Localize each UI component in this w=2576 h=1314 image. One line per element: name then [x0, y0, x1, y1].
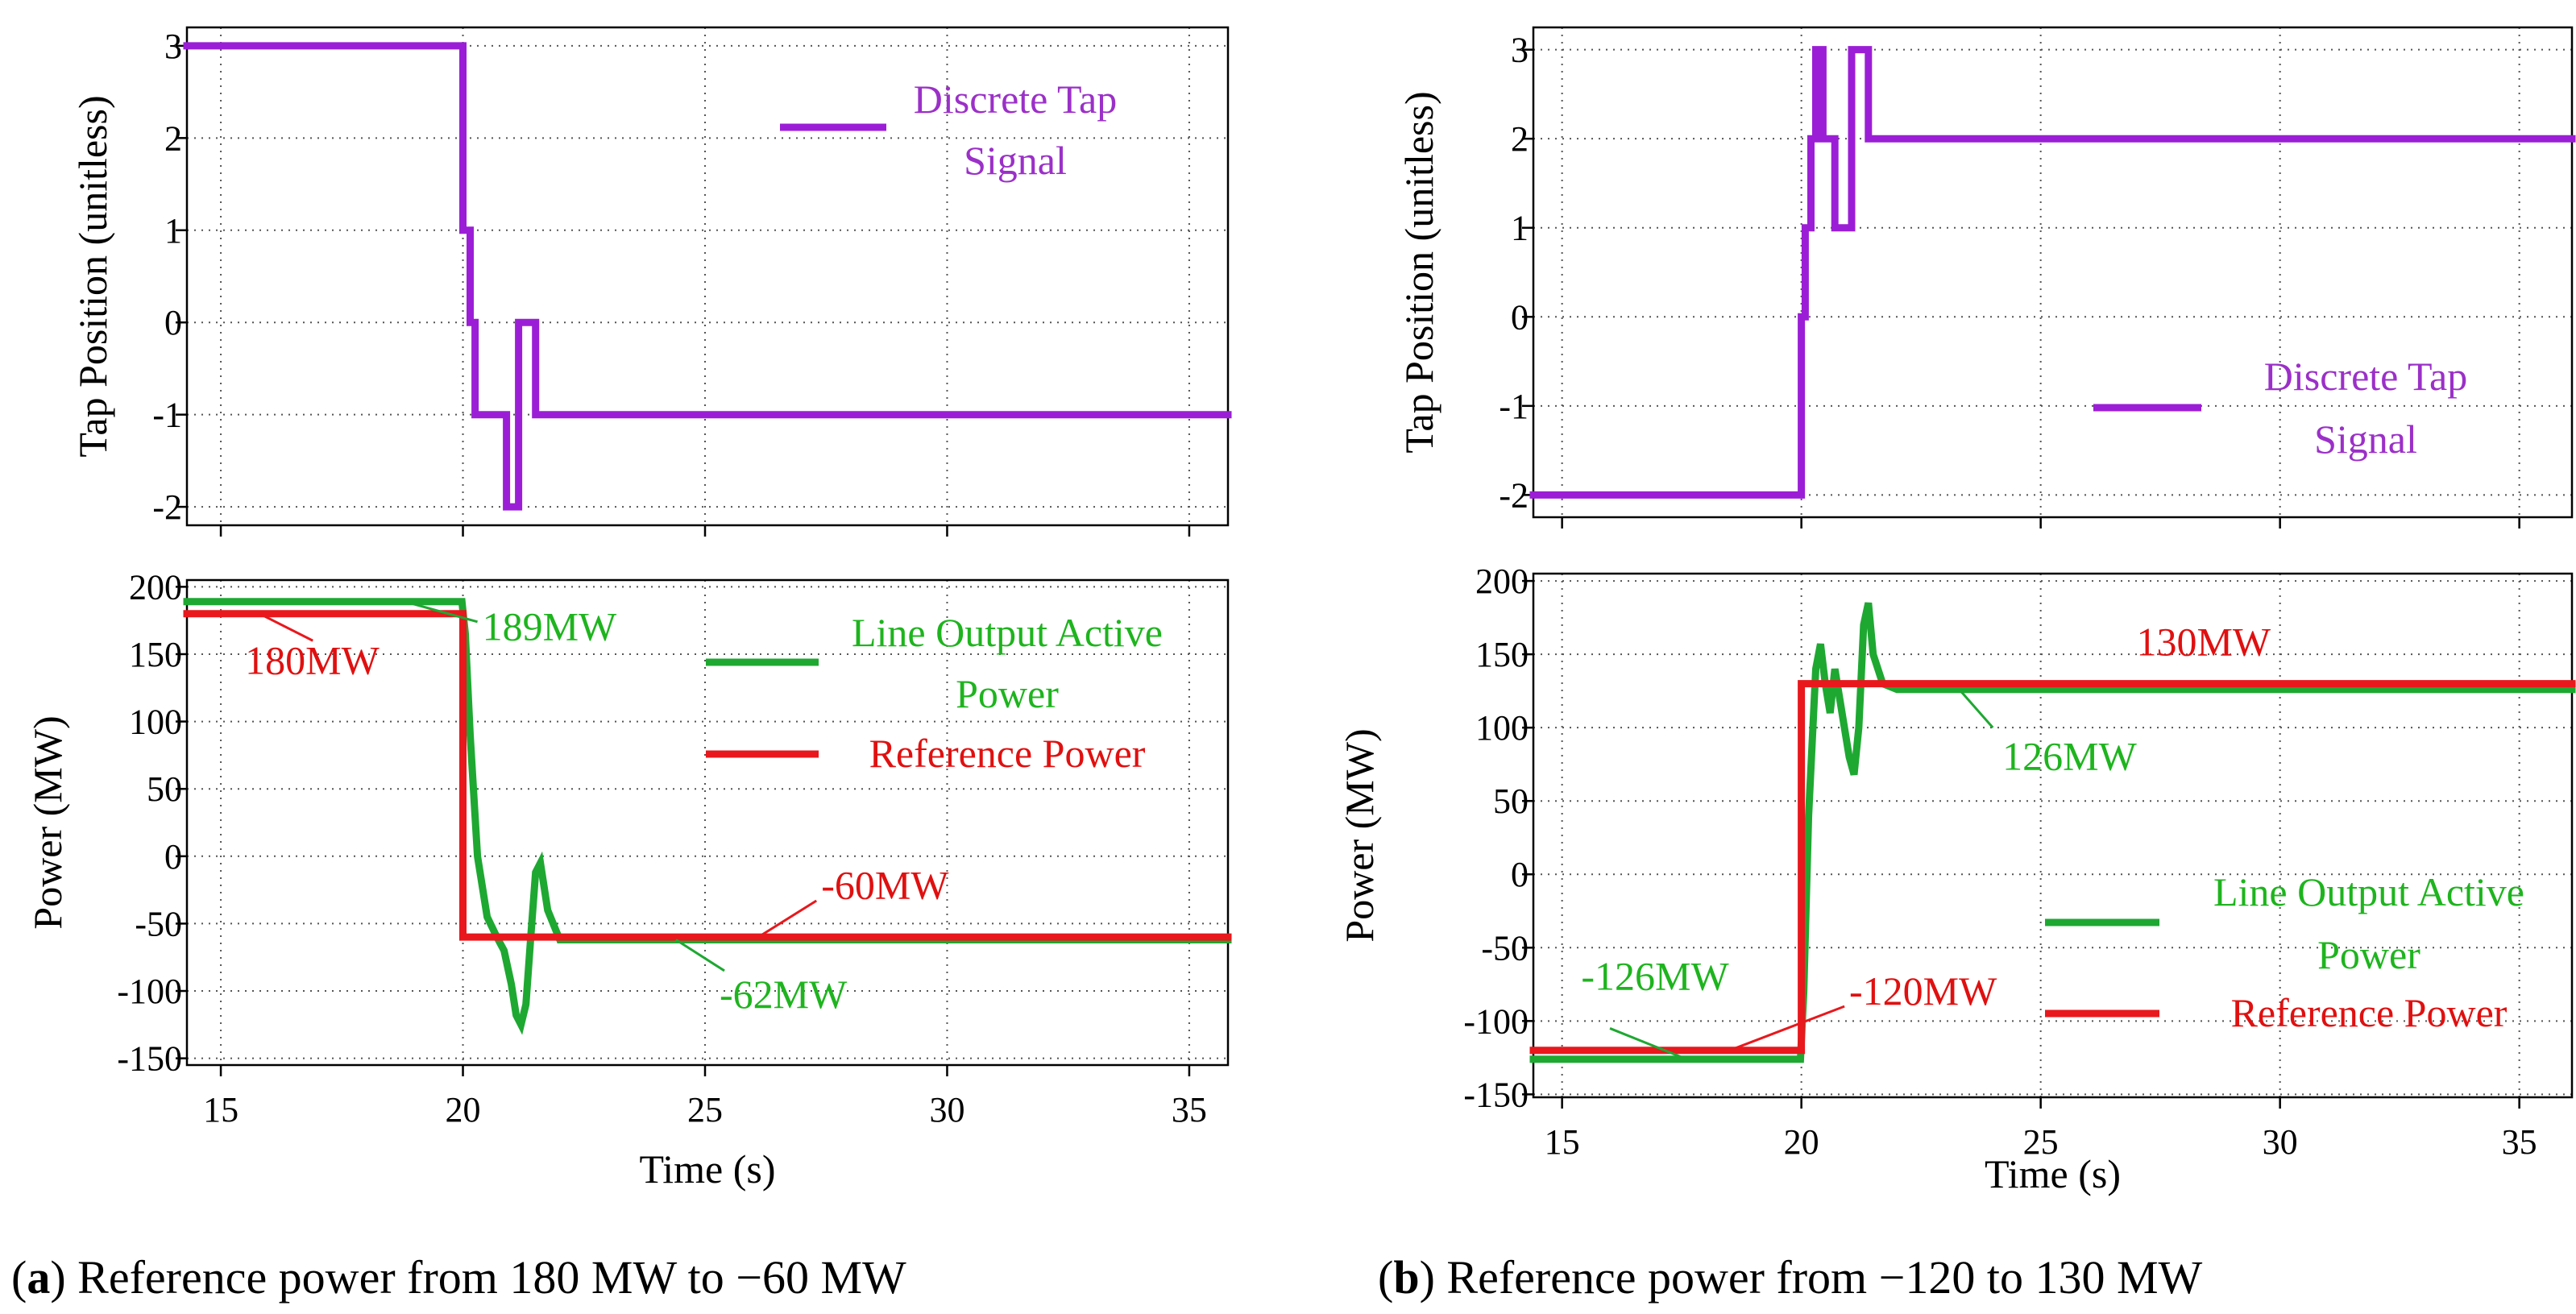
- x-tick-label: 30: [929, 1090, 964, 1130]
- annotation-label: 180MW: [245, 637, 380, 682]
- legend-label-line1: Discrete Tap: [914, 77, 1117, 122]
- x-axis-label: Time (s): [1985, 1151, 2121, 1196]
- annotation-leader-line: [757, 899, 818, 939]
- annotation-leader-line: [404, 600, 478, 624]
- y-tick-label: 0: [1511, 297, 1529, 337]
- caption-b-close-paren: ): [1420, 1251, 1447, 1304]
- y-tick-label: 1: [1511, 209, 1529, 248]
- caption-b-open-paren: (: [1378, 1251, 1393, 1304]
- legend-label-line1: Line Output Active: [852, 610, 1163, 655]
- x-tick-label: 25: [687, 1090, 723, 1130]
- y-axis-label: Tap Position (unitless): [1396, 91, 1441, 453]
- legend-label-line2: Power: [2317, 932, 2420, 977]
- x-tick-label: 20: [446, 1090, 481, 1130]
- x-tick-label: 15: [1545, 1122, 1580, 1162]
- legend-label-line1: Reference Power: [2231, 990, 2508, 1035]
- y-tick-label: 3: [164, 27, 182, 66]
- legend-label-line2: Signal: [964, 138, 1067, 183]
- caption-b-text: Reference power from −120 to 130 MW: [1446, 1251, 2202, 1304]
- caption-a-open-paren: (: [11, 1251, 27, 1304]
- annotation-label: -62MW: [720, 972, 848, 1017]
- y-tick-label: 2: [1511, 119, 1529, 159]
- line-output-active-power-line: [183, 598, 1232, 1035]
- y-tick-label: -2: [152, 487, 182, 527]
- legend-label-line2: Signal: [2314, 417, 2417, 462]
- plot-frame: [1532, 26, 2574, 519]
- y-tick-label: 0: [164, 837, 182, 877]
- y-axis-label: Power (MW): [1337, 728, 1382, 942]
- annotation-label: 130MW: [2136, 620, 2271, 665]
- y-tick-label: 50: [147, 769, 182, 809]
- x-tick-label: 35: [1172, 1090, 1207, 1130]
- discrete-tap-signal-line: [1529, 46, 2576, 499]
- y-tick-label: 200: [129, 567, 182, 607]
- y-tick-label: -2: [1499, 475, 1529, 515]
- annotation-label: -120MW: [1849, 968, 1997, 1013]
- y-tick-label: 100: [129, 703, 182, 742]
- y-tick-label: -100: [117, 972, 182, 1011]
- y-tick-label: 200: [1475, 562, 1529, 601]
- y-tick-label: -50: [135, 904, 182, 943]
- y-tick-label: 150: [1475, 635, 1529, 674]
- y-tick-label: 150: [129, 635, 182, 674]
- caption-a-letter: a: [27, 1251, 50, 1304]
- x-axis-label: Time (s): [639, 1146, 775, 1192]
- y-tick-label: 2: [164, 118, 182, 158]
- caption-a: (a) Reference power from 180 MW to −60 M…: [11, 1251, 906, 1304]
- y-tick-label: 3: [1511, 31, 1529, 70]
- y-tick-label: 0: [1511, 855, 1529, 894]
- discrete-tap-signal-line: [183, 42, 1232, 511]
- x-tick-label: 30: [2263, 1122, 2298, 1162]
- annotation-leader-line: [675, 939, 725, 972]
- annotation-leader-line: [1958, 688, 1994, 729]
- y-tick-label: 100: [1475, 708, 1529, 748]
- y-tick-label: 1: [164, 211, 182, 251]
- x-tick-label: 35: [2502, 1122, 2537, 1162]
- y-tick-label: -100: [1463, 1001, 1529, 1041]
- caption-b-letter: b: [1393, 1251, 1419, 1304]
- y-tick-label: -50: [1481, 928, 1529, 968]
- plot-frame: [185, 578, 1230, 1067]
- annotation-label: 126MW: [2002, 734, 2137, 779]
- caption-a-close-paren: ): [50, 1251, 77, 1304]
- legend-label-line1: Reference Power: [869, 731, 1146, 776]
- y-tick-label: -1: [1499, 387, 1529, 426]
- caption-b: (b) Reference power from −120 to 130 MW: [1378, 1251, 2203, 1304]
- plot-frame: [185, 26, 1230, 527]
- x-tick-label: 20: [1784, 1122, 1819, 1162]
- annotation-label: -60MW: [821, 863, 949, 908]
- y-tick-label: -1: [152, 396, 182, 435]
- annotation-label: -126MW: [1581, 954, 1729, 999]
- y-tick-label: 50: [1493, 781, 1529, 821]
- y-axis-label: Power (MW): [25, 715, 70, 929]
- legend-label-line1: Line Output Active: [2213, 869, 2524, 914]
- annotation-leader-line: [1609, 1027, 1687, 1061]
- panel-a-tap-chart: 3 2 1 0 -1 -2 Tap Position (unitless) Discrete …: [70, 26, 1232, 537]
- x-tick-label: 25: [2023, 1122, 2059, 1162]
- annotation-leader-line: [1729, 1005, 1845, 1052]
- annotation-label: 189MW: [483, 604, 617, 649]
- panel-a-power-chart: 200 150 100 50 0 -50 -100 -150 15 20 25 30 35 Power (…: [25, 567, 1232, 1192]
- y-axis-label: Tap Position (unitless): [70, 95, 115, 457]
- y-tick-label: -150: [1463, 1075, 1529, 1114]
- legend-label-line1: Discrete Tap: [2264, 354, 2467, 399]
- caption-a-text: Reference power from 180 MW to −60 MW: [77, 1251, 906, 1304]
- plot-frame: [1532, 572, 2574, 1099]
- line-output-active-power-line: [1529, 602, 2576, 1063]
- x-tick-label: 15: [203, 1090, 239, 1130]
- legend-label-line2: Power: [956, 671, 1059, 716]
- y-tick-label: -150: [117, 1039, 182, 1079]
- y-tick-label: 0: [164, 303, 182, 342]
- panel-b-tap-chart: 3 2 1 0 -1 -2 Tap Position (unitless) Discrete …: [1396, 26, 2576, 529]
- annotation-leader-line: [259, 612, 313, 642]
- panel-b-power-chart: 200 150 100 50 0 -50 -100 -150 15 20 25 30 35 Power (…: [1337, 562, 2576, 1196]
- reference-power-line: [183, 610, 1232, 941]
